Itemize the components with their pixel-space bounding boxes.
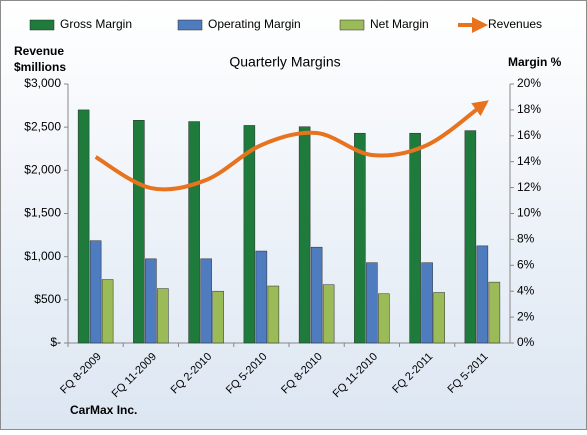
annotation: CarMax Inc.: [70, 403, 137, 417]
bar: [298, 126, 311, 344]
bar: [145, 258, 157, 344]
bar: [77, 109, 90, 344]
legend-swatch: [177, 19, 203, 31]
y2-tick-label: 4%: [517, 283, 535, 297]
bar: [378, 293, 390, 344]
bar: [188, 121, 200, 344]
bar: [89, 240, 102, 344]
bar: [157, 288, 169, 344]
y-tick-label: $500: [34, 292, 61, 306]
chart-title: Quarterly Margins: [229, 54, 340, 70]
legend-swatch: [339, 19, 365, 31]
bar: [464, 130, 477, 344]
bar: [267, 285, 280, 344]
bar: [409, 132, 421, 344]
bar: [366, 262, 378, 344]
y2-tick-label: 2%: [517, 309, 535, 323]
y2-tick-label: 8%: [517, 232, 535, 246]
bar: [488, 281, 501, 344]
y2-tick-label: 12%: [517, 180, 541, 194]
y-tick-label: $-: [50, 335, 61, 349]
bar: [243, 125, 256, 344]
bar: [101, 279, 114, 344]
y2-tick-label: 0%: [517, 335, 535, 349]
legend-label: Gross Margin: [60, 17, 132, 31]
bar: [322, 284, 335, 344]
legend-label: Revenues: [488, 17, 542, 31]
bar: [354, 132, 366, 344]
bar: [433, 292, 445, 344]
legend-label: Operating Margin: [208, 17, 301, 31]
bar: [476, 245, 489, 344]
legend-label: Net Margin: [370, 17, 429, 31]
y2-tick-label: 6%: [517, 257, 535, 271]
y-axis-label: $millions: [14, 60, 66, 74]
y2-tick-label: 16%: [517, 128, 541, 142]
y-tick-label: $1,500: [24, 206, 61, 220]
y2-tick-label: 10%: [517, 206, 541, 220]
legend-swatch: [29, 19, 55, 31]
y-tick-label: $3,000: [24, 76, 61, 90]
bar: [212, 290, 224, 344]
y2-tick-label: 14%: [517, 154, 541, 168]
bar: [421, 262, 433, 344]
line: [94, 100, 489, 192]
y2-tick-label: 20%: [517, 76, 541, 90]
bar: [310, 246, 323, 344]
y2-axis-label: Margin %: [508, 55, 562, 69]
y-axis-label: Revenue: [14, 44, 64, 58]
y-tick-label: $1,000: [24, 249, 61, 263]
y-tick-label: $2,000: [24, 163, 61, 177]
bar: [200, 258, 212, 344]
bar: [133, 120, 145, 344]
y-tick-label: $2,500: [24, 119, 61, 133]
bar: [255, 250, 268, 344]
y2-tick-label: 18%: [517, 102, 541, 116]
